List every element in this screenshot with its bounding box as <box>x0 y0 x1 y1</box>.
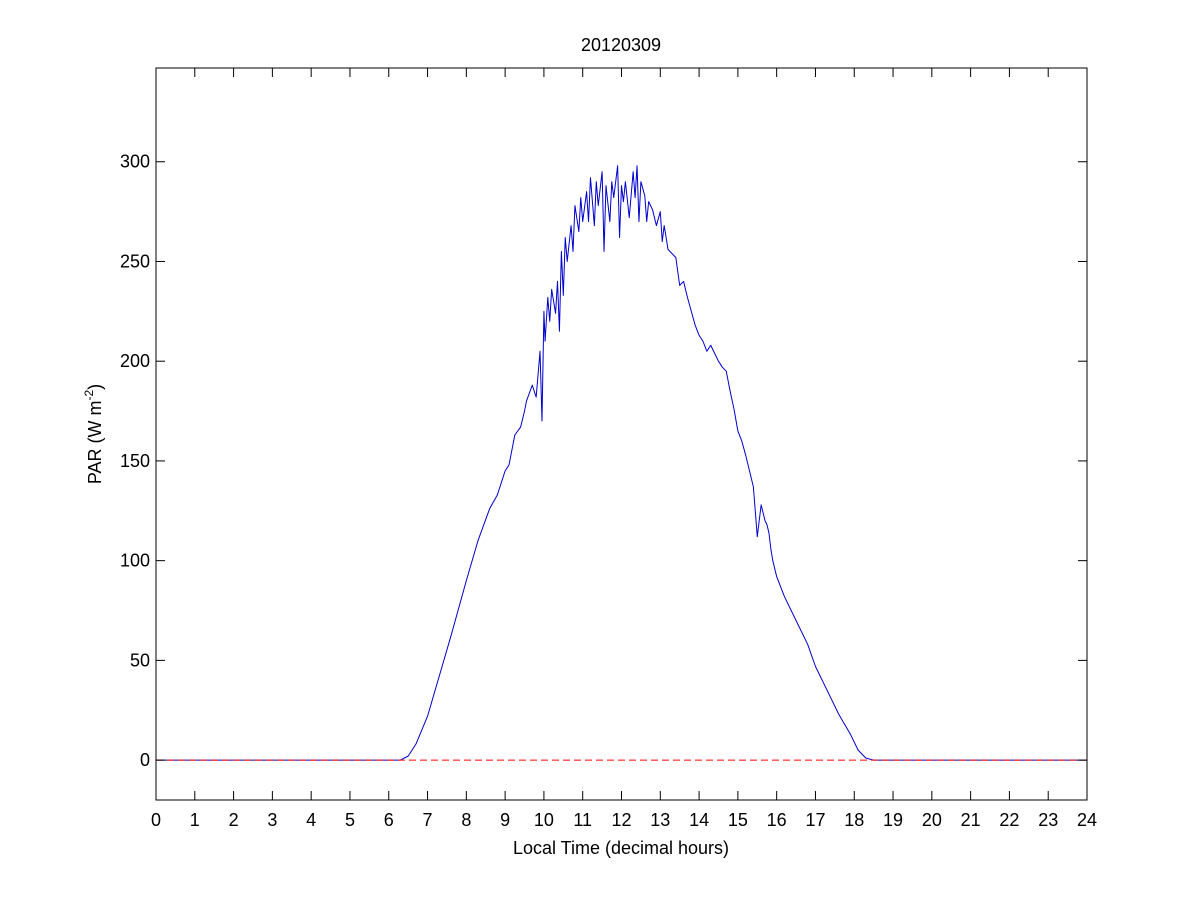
y-axis-ticks: 0 50 100 150 200 250 300 <box>120 152 1087 770</box>
x-tick-label: 14 <box>689 810 709 830</box>
par-series-line <box>156 165 1087 761</box>
x-tick-label: 15 <box>728 810 748 830</box>
x-tick-label: 23 <box>1038 810 1058 830</box>
x-tick-label: 3 <box>267 810 277 830</box>
x-tick-label: 7 <box>423 810 433 830</box>
y-tick-label: 250 <box>120 251 150 271</box>
y-tick-label: 0 <box>140 750 150 770</box>
plot-area <box>156 68 1087 800</box>
x-tick-label: 0 <box>151 810 161 830</box>
x-tick-label: 1 <box>190 810 200 830</box>
x-axis-ticks: 0 1 2 3 4 5 6 7 8 9 10 11 12 13 14 15 16 17 18 19 20 21 22 23 24 <box>151 68 1097 830</box>
x-tick-label: 12 <box>611 810 631 830</box>
x-tick-label: 17 <box>805 810 825 830</box>
chart-title: 20120309 <box>581 35 661 55</box>
x-tick-label: 20 <box>922 810 942 830</box>
x-tick-label: 5 <box>345 810 355 830</box>
y-tick-label: 150 <box>120 451 150 471</box>
x-tick-label: 19 <box>883 810 903 830</box>
x-tick-label: 21 <box>961 810 981 830</box>
x-tick-label: 10 <box>534 810 554 830</box>
x-tick-label: 9 <box>500 810 510 830</box>
y-tick-label: 100 <box>120 551 150 571</box>
x-tick-label: 11 <box>573 810 592 830</box>
x-tick-label: 22 <box>999 810 1019 830</box>
x-tick-label: 2 <box>229 810 239 830</box>
x-tick-label: 4 <box>306 810 316 830</box>
y-tick-label: 50 <box>130 650 150 670</box>
y-axis-label-superscript: -2 <box>82 390 96 401</box>
y-axis-label: PAR (W m-2) <box>82 384 105 484</box>
x-tick-label: 6 <box>384 810 394 830</box>
x-tick-label: 18 <box>844 810 864 830</box>
y-axis-label-main: PAR (W m <box>85 401 105 485</box>
x-tick-label: 16 <box>767 810 787 830</box>
x-tick-label: 24 <box>1077 810 1097 830</box>
y-axis-label-close: ) <box>85 384 105 390</box>
y-tick-label: 300 <box>120 152 150 172</box>
y-tick-label: 200 <box>120 351 150 371</box>
x-axis-label: Local Time (decimal hours) <box>513 838 729 858</box>
x-tick-label: 8 <box>461 810 471 830</box>
x-tick-label: 13 <box>650 810 670 830</box>
series-layer <box>156 165 1087 761</box>
